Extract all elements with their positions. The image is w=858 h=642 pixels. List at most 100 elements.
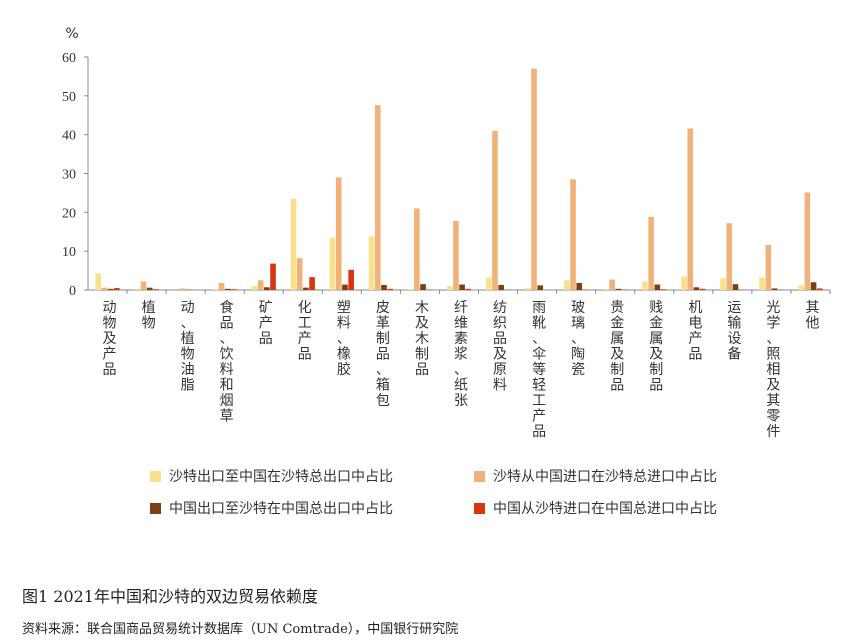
bar: [759, 277, 765, 290]
bar: [407, 289, 414, 290]
bar: [525, 288, 531, 290]
y-tick-label: 20: [62, 206, 76, 221]
bar: [765, 244, 772, 290]
x-tick-label: 动、植物油脂: [181, 300, 195, 394]
y-tick-label: 50: [62, 90, 76, 105]
bar: [420, 284, 426, 290]
bar: [459, 284, 465, 290]
legend-item-china-import-share: 中国从沙特进口在中国总进口中占比: [474, 498, 717, 518]
x-tick-label: 纤维素浆、纸张: [454, 300, 468, 409]
legend-label: 沙特从中国进口在沙特总进口中占比: [493, 469, 717, 485]
legend-label: 中国出口至沙特在中国总出口中占比: [169, 501, 393, 517]
bar: [368, 236, 375, 290]
bar: [374, 105, 381, 290]
bar: [816, 288, 823, 290]
bar: [576, 283, 583, 290]
bar: [732, 284, 739, 290]
bar: [153, 289, 159, 290]
bar: [465, 288, 472, 290]
bar: [570, 179, 576, 290]
legend-label: 沙特出口至中国在沙特总出口中占比: [169, 469, 393, 485]
bar: [335, 177, 342, 290]
bar: [303, 287, 309, 290]
legend-label: 中国从沙特进口在中国总进口中占比: [493, 501, 717, 517]
bar-chart: % 0 10 20 30 40 50 60 动物及产品 植物 动、植物油脂 食品、饮料和烟草 矿产品 化工…: [62, 26, 831, 440]
x-tick-label: 光学、照相及其零件: [766, 300, 780, 440]
bar: [387, 288, 393, 290]
bar: [348, 269, 354, 290]
y-axis-label: %: [65, 26, 78, 42]
bar: [654, 284, 661, 290]
x-tick-label: 运输设备: [727, 300, 741, 363]
legend-item-saudi-import-share: 沙特从中国进口在沙特总进口中占比: [474, 466, 717, 486]
bar: [381, 284, 387, 290]
bar: [798, 285, 804, 290]
x-tick-label: 食品、饮料和烟草: [220, 299, 234, 425]
bar: [224, 288, 231, 290]
bar: [270, 263, 276, 290]
legend-swatch: [150, 470, 161, 482]
x-tick-label: 纺织品及原料: [493, 300, 507, 394]
x-tick-label: 塑料、橡胶: [337, 300, 351, 378]
bar: [231, 289, 237, 290]
bar: [179, 288, 186, 290]
bar: [446, 286, 453, 290]
bar: [771, 288, 778, 290]
bar: [414, 208, 420, 290]
bar: [296, 258, 303, 290]
y-tick-label: 0: [69, 284, 76, 299]
x-tick-label: 皮革制品、箱包: [376, 300, 390, 409]
x-tick-label: 化工产品: [298, 300, 312, 363]
bar: [492, 130, 498, 290]
bar: [251, 286, 258, 290]
bar: [699, 288, 706, 290]
legend-swatch: [150, 502, 161, 514]
bar: [453, 220, 459, 290]
bar: [212, 289, 219, 290]
x-tick-label: 雨靴、伞等轻工产品: [532, 300, 546, 440]
bar: [101, 287, 108, 290]
bar: [603, 288, 609, 290]
bar: [804, 192, 811, 290]
x-tick-label: 机电产品: [688, 300, 702, 363]
bar: [257, 280, 264, 290]
y-tick-label: 60: [62, 51, 76, 66]
x-tick-label: 贵金属及制品: [610, 300, 624, 394]
bar: [140, 281, 147, 290]
y-tick-label: 40: [62, 129, 76, 144]
x-tick-label: 植物: [142, 300, 156, 332]
legend-item-china-export-share: 中国出口至沙特在中国总出口中占比: [150, 498, 393, 518]
legend-item-saudi-export-share: 沙特出口至中国在沙特总出口中占比: [150, 466, 393, 486]
bar: [687, 128, 694, 290]
bar: [564, 280, 570, 290]
bar: [498, 284, 504, 290]
bar: [660, 289, 667, 290]
bar: [609, 279, 615, 290]
x-tick-label: 动物及产品: [103, 300, 117, 378]
bar: [309, 277, 315, 290]
bar: [329, 237, 336, 290]
bar: [218, 283, 225, 290]
bar: [107, 288, 114, 290]
bar: [720, 278, 726, 290]
bar: [290, 198, 297, 290]
bar: [615, 288, 622, 290]
bar: [146, 287, 153, 290]
figure-caption: 图1 2021年中国和沙特的双边贸易依赖度: [22, 587, 318, 606]
bar: [134, 288, 141, 290]
bar: [485, 277, 492, 290]
x-tick-label: 其他: [805, 300, 819, 332]
source-note: 资料来源：联合国商品贸易统计数据库（UN Comtrade），中国银行研究院: [22, 622, 459, 637]
bar: [114, 288, 120, 290]
bar: [95, 273, 102, 290]
legend-swatch: [474, 502, 485, 514]
bar: [726, 223, 733, 290]
bar: [531, 68, 537, 291]
y-tick-label: 30: [62, 168, 76, 183]
bar: [810, 282, 817, 290]
bar: [642, 281, 648, 290]
x-tick-label: 木及木制品: [415, 300, 429, 378]
bar: [648, 216, 654, 290]
x-tick-label: 矿产品: [259, 300, 273, 347]
legend-swatch: [474, 470, 485, 482]
